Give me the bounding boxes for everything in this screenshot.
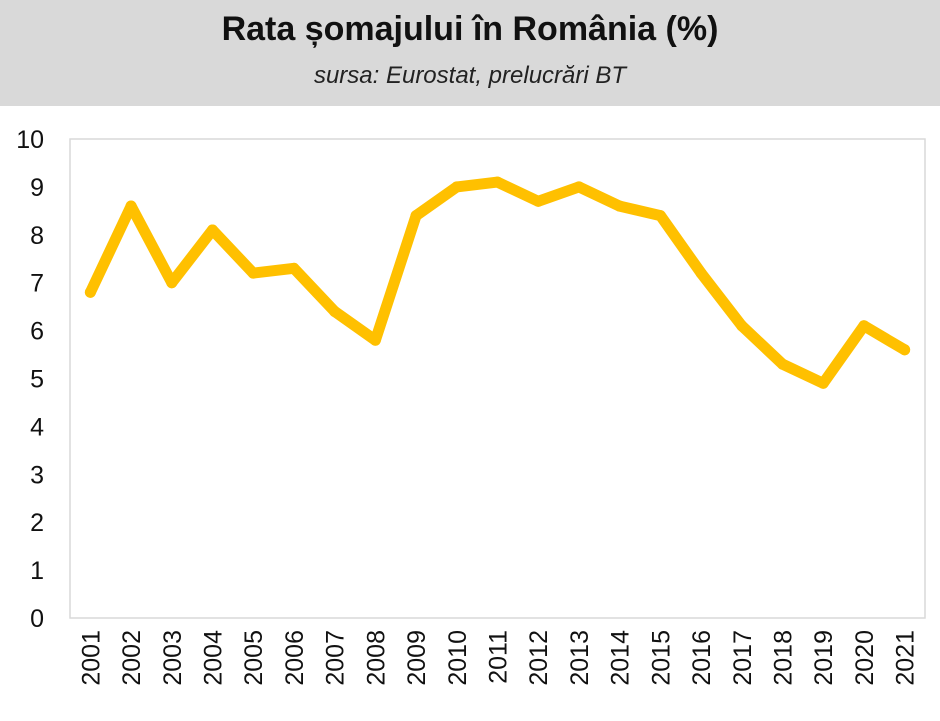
x-tick-label: 2010 (444, 630, 472, 686)
x-tick-label: 2020 (851, 630, 879, 686)
data-point-2009 (410, 210, 422, 222)
data-point-2004 (207, 224, 218, 236)
x-tick-label: 2015 (647, 630, 675, 686)
y-tick-label: 5 (30, 366, 44, 394)
plot-area (69, 138, 926, 619)
data-point-2012 (532, 195, 544, 207)
x-tick-label: 2005 (240, 630, 268, 686)
y-tick-label: 0 (30, 605, 44, 633)
data-point-2017 (736, 320, 748, 332)
x-tick-label: 2019 (810, 630, 838, 686)
data-point-2008 (369, 334, 381, 346)
chart-header: Rata șomajului în România (%) sursa: Eur… (0, 0, 940, 106)
data-point-2019 (817, 377, 829, 389)
y-tick-label: 1 (30, 557, 44, 585)
data-point-2011 (492, 176, 503, 188)
data-point-2006 (288, 262, 300, 274)
data-point-2007 (329, 305, 341, 317)
x-tick-label: 2004 (200, 630, 228, 686)
x-tick-label: 2008 (362, 630, 390, 686)
x-tick-label: 2017 (729, 630, 757, 686)
x-tick-label: 2002 (118, 630, 146, 686)
chart-subtitle: sursa: Eurostat, prelucrări BT (313, 62, 627, 89)
x-tick-label: 2011 (485, 630, 513, 684)
data-point-2020 (858, 320, 870, 332)
data-point-2021 (899, 344, 911, 356)
x-tick-label: 2013 (566, 630, 594, 686)
data-point-2013 (573, 181, 585, 193)
x-tick-label: 2006 (281, 630, 309, 686)
x-tick-label: 2001 (77, 630, 105, 686)
data-point-2016 (695, 267, 707, 279)
x-tick-label: 2003 (159, 630, 187, 686)
x-axis: 2001 2002 2003 2004 2005 2006 2007 2008 2009 2010… (77, 630, 919, 686)
data-point-2003 (166, 277, 178, 289)
data-point-2018 (777, 358, 788, 370)
y-tick-label: 2 (30, 509, 44, 537)
x-tick-label: 2012 (525, 630, 553, 686)
y-tick-label: 7 (30, 270, 44, 298)
data-point-2002 (125, 200, 137, 212)
series-group (84, 176, 911, 389)
x-tick-label: 2009 (403, 630, 431, 686)
y-tick-label: 9 (30, 174, 44, 202)
y-axis: 0 1 2 3 4 5 6 7 8 9 10 (16, 126, 44, 633)
x-tick-label: 2021 (892, 630, 920, 686)
y-tick-label: 4 (30, 413, 44, 441)
y-tick-label: 8 (30, 222, 44, 250)
data-point-2005 (247, 267, 259, 279)
y-tick-label: 3 (30, 461, 44, 489)
data-point-2014 (614, 200, 626, 212)
data-point-2001 (84, 286, 96, 298)
chart-title: Rata șomajului în România (%) (221, 10, 719, 48)
y-tick-label: 6 (30, 318, 44, 346)
x-tick-label: 2007 (322, 630, 350, 686)
data-point-2015 (654, 210, 666, 222)
x-tick-label: 2016 (688, 630, 716, 686)
x-tick-label: 2018 (770, 630, 798, 686)
x-tick-label: 2014 (607, 630, 635, 686)
y-tick-label: 10 (16, 126, 44, 154)
data-point-2010 (451, 181, 463, 193)
